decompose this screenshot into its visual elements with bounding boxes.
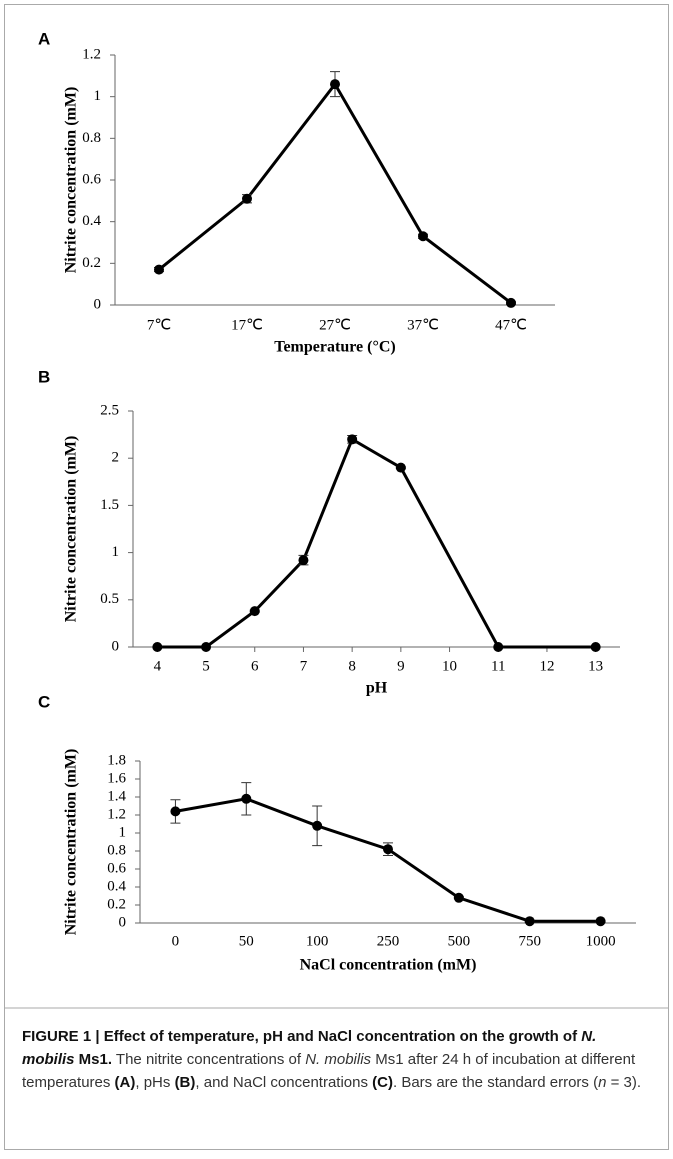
data-point bbox=[506, 297, 516, 308]
data-point bbox=[249, 606, 260, 617]
caption-run: (C) bbox=[372, 1074, 393, 1091]
x-tick-label: 100 bbox=[306, 933, 329, 949]
data-point bbox=[590, 642, 601, 652]
y-tick-label: 1 bbox=[94, 88, 102, 104]
x-tick-label: 0 bbox=[172, 933, 180, 949]
x-tick-label: 17℃ bbox=[231, 317, 263, 333]
panel-label: C bbox=[38, 692, 50, 711]
y-tick-label: 1.8 bbox=[107, 752, 126, 768]
x-axis-title: NaCl concentration (mM) bbox=[300, 957, 477, 974]
y-tick-label: 1.6 bbox=[107, 770, 126, 786]
y-tick-label: 0.6 bbox=[107, 860, 126, 876]
x-tick-label: 6 bbox=[251, 658, 259, 674]
y-tick-label: 1.2 bbox=[82, 46, 101, 62]
x-tick-label: 13 bbox=[588, 658, 603, 674]
x-tick-label: 50 bbox=[239, 933, 254, 949]
y-tick-label: 1 bbox=[119, 824, 127, 840]
x-tick-label: 7℃ bbox=[147, 317, 171, 333]
data-line bbox=[158, 81, 512, 305]
x-tick-label: 500 bbox=[448, 933, 471, 949]
y-tick-label: 2 bbox=[112, 450, 120, 466]
x-tick-label: 12 bbox=[539, 658, 554, 674]
caption-run: FIGURE 1 | Effect of temperature, pH and… bbox=[22, 1028, 582, 1045]
x-tick-label: 37℃ bbox=[407, 317, 439, 333]
data-point bbox=[347, 434, 358, 445]
x-tick-label: 7 bbox=[300, 658, 308, 674]
caption: FIGURE 1 | Effect of temperature, pH and… bbox=[22, 1025, 652, 1094]
data-point bbox=[154, 264, 164, 275]
panel-label: A bbox=[38, 29, 50, 48]
y-tick-label: 0 bbox=[112, 638, 120, 654]
data-point bbox=[493, 642, 504, 652]
caption-run: Ms1 after 24 h of incubation at differen… bbox=[22, 1051, 636, 1091]
data-point bbox=[595, 916, 606, 927]
data-point bbox=[242, 193, 252, 204]
y-tick-label: 0.8 bbox=[82, 130, 101, 146]
data-line bbox=[157, 437, 596, 649]
data-line bbox=[175, 797, 601, 923]
caption-run: N. mobilis bbox=[305, 1051, 372, 1068]
caption-run: The nitrite concentrations of bbox=[112, 1051, 306, 1068]
data-point bbox=[418, 231, 428, 242]
x-tick-label: 11 bbox=[491, 658, 505, 674]
caption-run: (B) bbox=[174, 1074, 196, 1091]
x-axis-title: pH bbox=[366, 680, 388, 697]
y-tick-label: 0 bbox=[119, 914, 127, 930]
caption-run: . Bars are the standard errors ( bbox=[392, 1074, 599, 1091]
x-tick-label: 1000 bbox=[586, 933, 616, 949]
x-tick-label: 47℃ bbox=[495, 317, 527, 333]
y-tick-label: 1.5 bbox=[100, 497, 119, 513]
y-tick-label: 0.6 bbox=[82, 171, 101, 187]
x-tick-label: 8 bbox=[348, 658, 356, 674]
data-point bbox=[330, 79, 340, 90]
y-tick-label: 0.5 bbox=[100, 591, 119, 607]
x-tick-label: 250 bbox=[377, 933, 400, 949]
data-point bbox=[383, 844, 393, 855]
x-tick-label: 5 bbox=[202, 658, 210, 674]
caption-run: Ms1. bbox=[74, 1051, 113, 1068]
caption-run: (A) bbox=[114, 1074, 136, 1091]
data-point bbox=[170, 806, 181, 817]
y-tick-label: 0.2 bbox=[82, 255, 101, 271]
y-axis-title: Nitrite concentration (mM) bbox=[63, 87, 80, 274]
y-axis-title: Nitrite concentration (mM) bbox=[63, 749, 80, 936]
caption-run: = 3). bbox=[606, 1074, 642, 1091]
caption-run: n bbox=[598, 1074, 607, 1091]
x-tick-label: 27℃ bbox=[319, 317, 351, 333]
x-tick-label: 4 bbox=[154, 658, 162, 674]
panel-label: B bbox=[38, 367, 50, 386]
y-tick-label: 0.2 bbox=[107, 896, 126, 912]
y-tick-label: 1.4 bbox=[107, 788, 126, 804]
y-axis-title: Nitrite concentration (mM) bbox=[63, 436, 80, 623]
y-tick-label: 0.4 bbox=[107, 878, 126, 894]
y-tick-label: 1.2 bbox=[107, 806, 126, 822]
data-point bbox=[524, 916, 535, 927]
caption-run: , and NaCl concentrations bbox=[195, 1074, 373, 1091]
frame bbox=[4, 4, 669, 1150]
x-tick-label: 10 bbox=[442, 658, 457, 674]
data-point bbox=[152, 642, 163, 652]
data-point bbox=[453, 892, 464, 903]
y-tick-label: 0 bbox=[94, 296, 102, 312]
x-tick-label: 9 bbox=[397, 658, 405, 674]
data-point bbox=[395, 462, 406, 473]
y-tick-label: 1 bbox=[112, 544, 120, 560]
y-tick-label: 0.8 bbox=[107, 842, 126, 858]
y-tick-label: 2.5 bbox=[100, 402, 119, 418]
x-tick-label: 750 bbox=[518, 933, 541, 949]
data-point bbox=[312, 820, 323, 831]
caption-run: N. mobilis bbox=[22, 1028, 597, 1068]
data-point bbox=[298, 555, 309, 566]
x-axis-title: Temperature (°C) bbox=[274, 339, 395, 356]
data-point bbox=[201, 642, 212, 652]
caption-run: , pHs bbox=[135, 1074, 175, 1091]
y-tick-label: 0.4 bbox=[82, 213, 101, 229]
data-point bbox=[241, 793, 252, 804]
